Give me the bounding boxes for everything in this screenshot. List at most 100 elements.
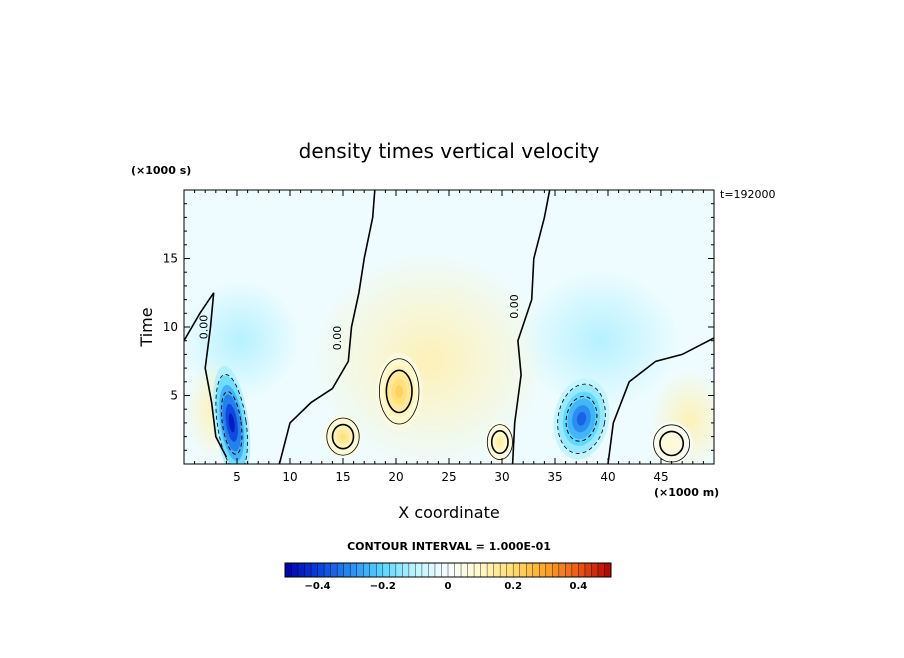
colorbar-cell-46 [584, 563, 592, 577]
colorbar-cell-2 [298, 563, 305, 577]
colorbar-cell-30 [480, 563, 488, 577]
y-axis-label: Time [137, 307, 156, 347]
colorbar-cell-35 [513, 563, 521, 577]
colorbar-cell-6 [324, 563, 331, 577]
colorbar-cell-7 [330, 563, 338, 577]
feature-1-band-5 [576, 411, 587, 426]
feature-5 [650, 421, 693, 464]
feature-3-band-5 [339, 432, 347, 441]
feature-5-band-5 [668, 439, 676, 448]
feature-0-contour [220, 391, 243, 455]
colorbar-cell-37 [526, 563, 534, 577]
warm-zone [310, 250, 550, 464]
colorbar-cell-8 [337, 563, 344, 577]
x-tick-label-3: 20 [388, 470, 403, 484]
colorbar-cell-34 [506, 563, 514, 577]
zero-contour-2 [511, 190, 551, 464]
feature-4-contour [490, 429, 509, 455]
colorbar-cell-22 [428, 563, 436, 577]
y-tick-label-1: 10 [163, 320, 178, 334]
chart-title: density times vertical velocity [299, 139, 600, 163]
feature-0 [213, 365, 251, 464]
time-stamp: t=192000 [720, 188, 776, 201]
contour-label-1: 0.00 [331, 326, 344, 351]
colorbar-frame [284, 562, 612, 578]
colorbar-cell-47 [591, 563, 599, 577]
feature-2 [375, 353, 423, 430]
colorbar-cell-49 [604, 563, 612, 577]
colorbar-cell-16 [389, 563, 397, 577]
feature-0-band-5 [228, 413, 235, 433]
colorbar-cell-14 [376, 563, 384, 577]
feature-1-contour-outer [557, 383, 606, 454]
colorbar-cell-41 [552, 563, 560, 577]
x-axis-label: X coordinate [398, 503, 499, 522]
x-tick-label-7: 40 [600, 470, 615, 484]
colorbar-cell-26 [454, 563, 462, 577]
colorbar-cell-39 [539, 563, 547, 577]
feature-2-contour-outer [378, 358, 420, 425]
colorbar-cell-45 [578, 563, 586, 577]
y-tick-label-2: 15 [163, 252, 178, 266]
feature-2-contour [385, 369, 413, 414]
feature-4 [485, 421, 515, 463]
feature-3 [323, 414, 363, 459]
x-tick-label-1: 10 [282, 470, 297, 484]
contour-label-2: 0.00 [508, 294, 521, 319]
colorbar-cell-23 [434, 563, 442, 577]
colorbar-cell-21 [421, 563, 429, 577]
feature-3-contour [331, 423, 355, 450]
colorbar-cell-20 [415, 563, 423, 577]
zero-contour-0 [184, 292, 228, 458]
feature-5-contour [659, 430, 685, 457]
contour-label-0: 0.00 [197, 315, 210, 340]
colorbar-cell-15 [382, 563, 390, 577]
feature-4-contour-outer [486, 424, 513, 460]
feature-1 [553, 378, 610, 460]
colorbar-cell-40 [545, 563, 553, 577]
zero-contour-1 [278, 190, 376, 464]
colorbar-cell-31 [487, 563, 494, 577]
colorbar-cell-48 [597, 563, 605, 577]
feature-2-band-5 [395, 384, 404, 398]
colorbar-cell-44 [571, 563, 579, 577]
y-unit-label: (×1000 s) [131, 164, 191, 177]
x-tick-label-5: 30 [494, 470, 509, 484]
cool-zone-right [520, 270, 680, 410]
colorbar-cell-4 [311, 563, 318, 577]
y-tick-label-0: 5 [170, 389, 178, 403]
colorbar-cell-25 [448, 563, 455, 577]
feature-1-contour [565, 395, 598, 442]
colorbar-cell-0 [285, 563, 292, 577]
x-tick-label-6: 35 [547, 470, 562, 484]
contour-interval-label: CONTOUR INTERVAL = 1.000E-01 [347, 540, 551, 553]
colorbar-tick-label-0: −0.4 [305, 581, 331, 592]
colorbar-cell-36 [519, 563, 527, 577]
colorbar-cell-10 [350, 563, 358, 577]
colorbar-cell-12 [363, 563, 371, 577]
colorbar-cell-24 [441, 563, 449, 577]
colorbar-cell-3 [304, 563, 312, 577]
colorbar-cell-28 [467, 563, 475, 577]
colorbar-cell-11 [356, 563, 364, 577]
colorbar-tick-label-2: 0 [445, 581, 452, 592]
colorbar-cell-32 [493, 563, 501, 577]
colorbar-tick-label-4: 0.4 [570, 581, 588, 592]
colorbar-cell-38 [532, 563, 540, 577]
feature-4-band-5 [497, 438, 503, 446]
plot-field: 0.00 0.00 0.00 [184, 190, 714, 464]
colorbar-cell-9 [343, 563, 351, 577]
feature-3-contour-outer [326, 417, 360, 456]
colorbar-cell-1 [291, 563, 299, 577]
colorbar-cell-13 [369, 563, 377, 577]
x-tick-label-4: 25 [441, 470, 456, 484]
colorbar-cell-43 [565, 563, 573, 577]
colorbar-cell-27 [461, 563, 468, 577]
colorbar-cell-19 [408, 563, 416, 577]
x-tick-label-2: 15 [335, 470, 350, 484]
colorbar-cell-42 [558, 563, 566, 577]
colorbar-tick-label-1: −0.2 [370, 581, 396, 592]
x-unit-label: (×1000 m) [654, 486, 719, 499]
